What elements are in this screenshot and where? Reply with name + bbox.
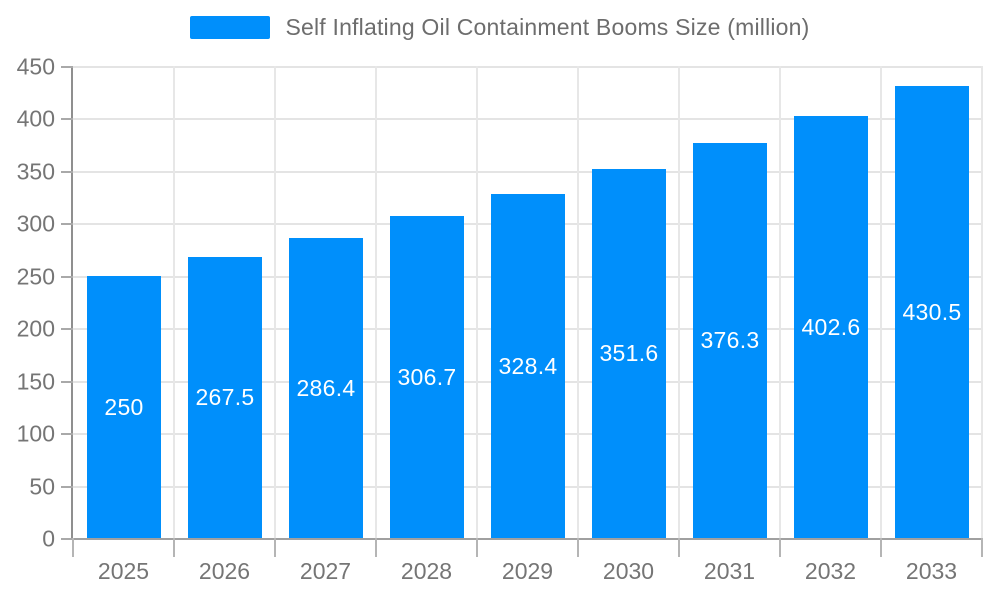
gridline-v-4 xyxy=(476,66,478,538)
y-tick-400 xyxy=(61,118,73,121)
legend-label: Self Inflating Oil Containment Booms Siz… xyxy=(285,14,810,40)
y-tick-250 xyxy=(61,275,73,278)
bar-value-label-2026: 267.5 xyxy=(195,384,255,410)
bar-2028[interactable]: 306.7 xyxy=(390,216,464,538)
gridline-v-9 xyxy=(981,66,983,538)
gridline-h-450 xyxy=(73,66,982,68)
y-axis-label-300: 300 xyxy=(16,210,55,237)
bar-value-label-2030: 351.6 xyxy=(599,340,659,366)
bar-value-label-2033: 430.5 xyxy=(902,298,962,325)
x-tick-7 xyxy=(779,538,781,557)
gridline-v-8 xyxy=(880,66,882,538)
bar-2030[interactable]: 351.6 xyxy=(592,169,666,538)
bar-value-label-2027: 286.4 xyxy=(296,374,356,401)
y-tick-350 xyxy=(61,170,73,173)
y-tick-100 xyxy=(61,433,73,436)
y-axis-label-350: 350 xyxy=(16,158,55,185)
bar-value-label-2025: 250 xyxy=(104,393,144,420)
y-axis-label-450: 450 xyxy=(16,53,55,80)
bar-2031[interactable]: 376.3 xyxy=(693,143,767,538)
plot-area: 250 267.5 286.4 306.7 328.4 351.6 376.3 402.6 43… xyxy=(17,54,983,584)
x-axis-label-2032: 2032 xyxy=(804,558,857,584)
x-tick-2 xyxy=(274,538,276,557)
bar-2025[interactable]: 250 xyxy=(87,276,161,538)
gridline-h-400 xyxy=(73,118,982,121)
gridline-v-6 xyxy=(678,66,680,538)
x-tick-1 xyxy=(173,538,175,557)
x-tick-6 xyxy=(678,538,680,557)
y-axis-label-250: 250 xyxy=(16,263,55,290)
x-tick-8 xyxy=(880,538,882,557)
bar-2032[interactable]: 402.6 xyxy=(794,116,868,538)
bar-2026[interactable]: 267.5 xyxy=(188,257,262,538)
x-axis-line xyxy=(73,538,982,540)
gridline-v-2 xyxy=(274,66,276,538)
gridline-v-1 xyxy=(173,66,175,538)
gridline-h-350 xyxy=(73,170,982,173)
x-tick-3 xyxy=(375,538,377,557)
y-axis-line xyxy=(71,66,73,538)
x-axis-label-2028: 2028 xyxy=(400,558,453,584)
y-tick-150 xyxy=(61,380,73,383)
y-axis-label-0: 0 xyxy=(42,525,55,552)
gridline-v-3 xyxy=(375,66,377,538)
x-tick-5 xyxy=(577,538,579,557)
x-tick-0 xyxy=(72,538,74,557)
y-tick-50 xyxy=(61,485,73,488)
gridline-v-7 xyxy=(779,66,781,538)
x-axis-label-2026: 2026 xyxy=(198,558,251,584)
y-axis-label-200: 200 xyxy=(16,315,55,342)
x-axis-label-2030: 2030 xyxy=(602,558,655,584)
y-tick-0 xyxy=(61,538,73,540)
x-axis-label-2025: 2025 xyxy=(97,558,150,584)
bar-2027[interactable]: 286.4 xyxy=(289,238,363,538)
y-tick-200 xyxy=(61,328,73,331)
x-axis-label-2027: 2027 xyxy=(299,558,352,584)
y-axis-label-400: 400 xyxy=(16,105,55,132)
y-axis-label-100: 100 xyxy=(16,420,55,447)
gridline-v-5 xyxy=(577,66,579,538)
x-axis-label-2033: 2033 xyxy=(905,558,958,584)
y-axis-label-150: 150 xyxy=(16,368,55,395)
y-axis-label-50: 50 xyxy=(29,473,55,500)
x-axis-label-2031: 2031 xyxy=(703,558,756,584)
bar-value-label-2028: 306.7 xyxy=(397,363,457,390)
legend-swatch xyxy=(190,16,271,39)
bar-value-label-2032: 402.6 xyxy=(801,313,861,340)
bar-2033[interactable]: 430.5 xyxy=(895,86,969,538)
x-tick-9 xyxy=(981,538,983,557)
y-tick-450 xyxy=(61,66,73,68)
bar-2029[interactable]: 328.4 xyxy=(491,194,565,538)
bar-value-label-2031: 376.3 xyxy=(700,327,760,353)
x-tick-4 xyxy=(476,538,478,557)
legend-item[interactable]: Self Inflating Oil Containment Booms Siz… xyxy=(0,14,1000,41)
y-tick-300 xyxy=(61,223,73,226)
x-axis-label-2029: 2029 xyxy=(501,558,554,584)
bar-value-label-2029: 328.4 xyxy=(498,352,558,379)
